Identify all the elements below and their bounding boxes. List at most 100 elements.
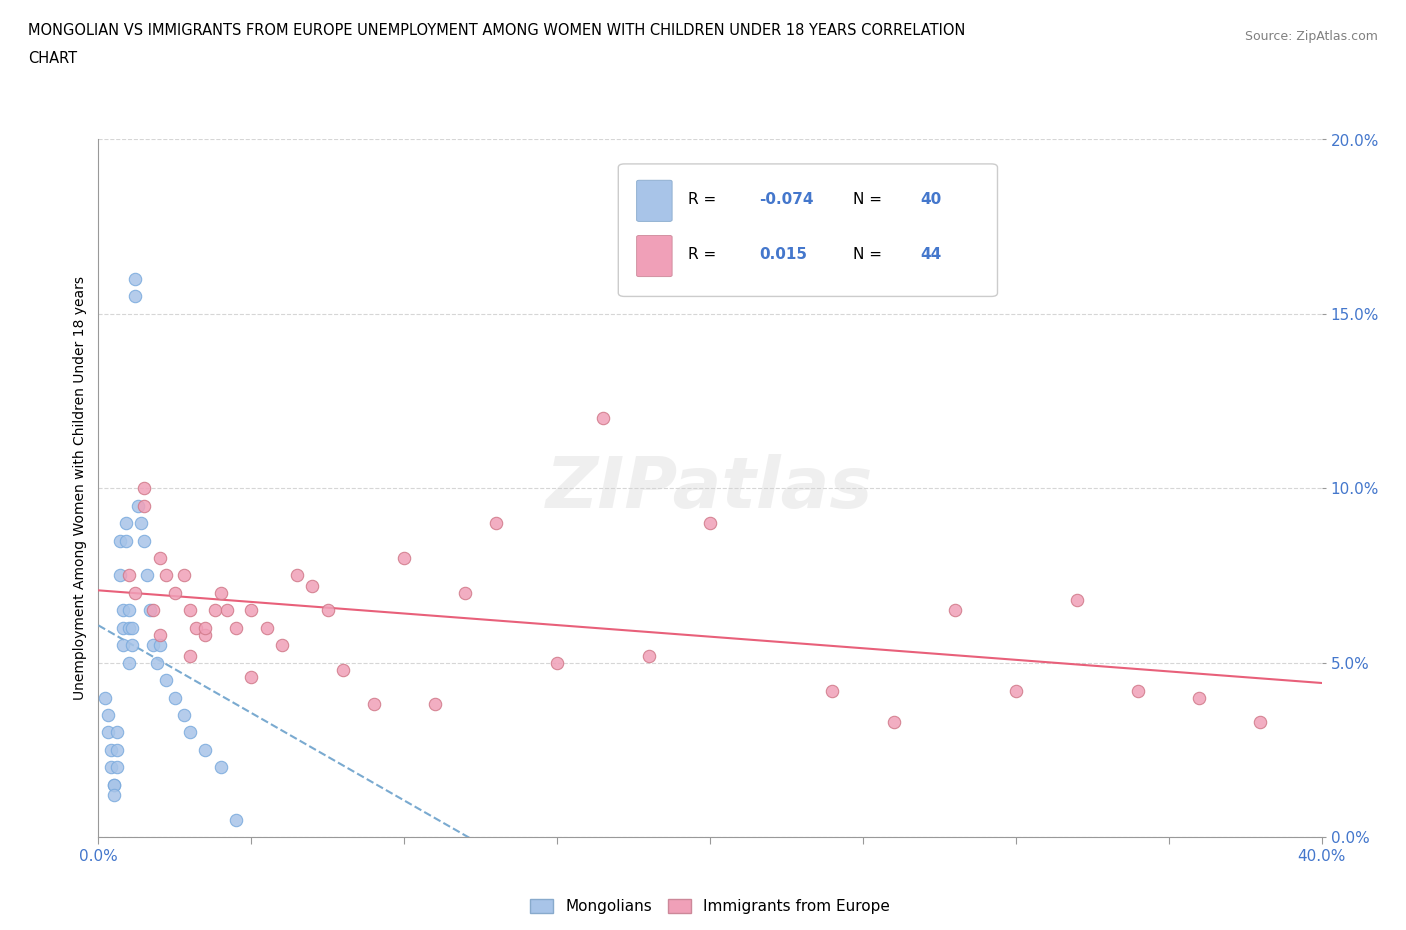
Point bbox=[1066, 592, 1088, 607]
Point bbox=[103, 777, 125, 792]
Point bbox=[225, 620, 247, 635]
Point bbox=[118, 568, 141, 583]
Point bbox=[240, 670, 263, 684]
Point bbox=[163, 586, 186, 601]
Point bbox=[1188, 690, 1211, 705]
Point bbox=[100, 760, 122, 775]
Point bbox=[943, 603, 966, 618]
Point bbox=[699, 515, 721, 530]
Point bbox=[136, 568, 159, 583]
Point bbox=[97, 725, 120, 740]
Point bbox=[108, 568, 131, 583]
Point bbox=[103, 788, 125, 803]
Point bbox=[100, 742, 122, 757]
Point bbox=[209, 586, 232, 601]
FancyBboxPatch shape bbox=[637, 235, 672, 276]
Point bbox=[173, 708, 195, 723]
Point bbox=[215, 603, 238, 618]
Point bbox=[186, 620, 208, 635]
Text: R =: R = bbox=[688, 192, 716, 206]
Point bbox=[363, 698, 385, 712]
Point bbox=[149, 551, 172, 565]
Point bbox=[105, 725, 128, 740]
Point bbox=[103, 777, 125, 792]
Point bbox=[194, 628, 217, 643]
Point bbox=[485, 515, 508, 530]
Point bbox=[285, 568, 308, 583]
Point bbox=[121, 620, 143, 635]
Point bbox=[194, 742, 217, 757]
Text: 0.015: 0.015 bbox=[759, 246, 807, 262]
Text: Source: ZipAtlas.com: Source: ZipAtlas.com bbox=[1244, 30, 1378, 43]
Point bbox=[142, 638, 165, 653]
Point bbox=[105, 742, 128, 757]
Point bbox=[1249, 714, 1271, 729]
Point bbox=[209, 760, 232, 775]
Text: 44: 44 bbox=[921, 246, 942, 262]
Y-axis label: Unemployment Among Women with Children Under 18 years: Unemployment Among Women with Children U… bbox=[73, 276, 87, 700]
Point bbox=[124, 272, 146, 286]
Point bbox=[115, 515, 138, 530]
Point bbox=[129, 515, 152, 530]
Point bbox=[105, 760, 128, 775]
Point bbox=[163, 690, 186, 705]
Point bbox=[256, 620, 278, 635]
FancyBboxPatch shape bbox=[637, 180, 672, 221]
Text: ZIPatlas: ZIPatlas bbox=[547, 454, 873, 523]
Point bbox=[392, 551, 416, 565]
Point bbox=[108, 533, 131, 548]
Point bbox=[225, 812, 247, 827]
Point bbox=[127, 498, 149, 513]
Legend: Mongolians, Immigrants from Europe: Mongolians, Immigrants from Europe bbox=[524, 893, 896, 920]
Text: N =: N = bbox=[853, 246, 882, 262]
Point bbox=[149, 638, 172, 653]
Point bbox=[121, 638, 143, 653]
Text: -0.074: -0.074 bbox=[759, 192, 814, 206]
Point bbox=[118, 620, 141, 635]
Point bbox=[134, 481, 156, 496]
Point bbox=[194, 620, 217, 635]
Point bbox=[332, 662, 354, 677]
Point bbox=[139, 603, 162, 618]
Point bbox=[1128, 683, 1150, 698]
Point bbox=[546, 655, 568, 670]
Point bbox=[118, 603, 141, 618]
Point bbox=[179, 725, 201, 740]
Point bbox=[111, 638, 134, 653]
Point bbox=[118, 655, 141, 670]
Point bbox=[179, 648, 201, 663]
Point bbox=[821, 683, 844, 698]
Text: R =: R = bbox=[688, 246, 716, 262]
Point bbox=[179, 603, 201, 618]
Text: MONGOLIAN VS IMMIGRANTS FROM EUROPE UNEMPLOYMENT AMONG WOMEN WITH CHILDREN UNDER: MONGOLIAN VS IMMIGRANTS FROM EUROPE UNEM… bbox=[28, 23, 966, 38]
Point bbox=[124, 586, 146, 601]
Point bbox=[423, 698, 446, 712]
Point bbox=[134, 498, 156, 513]
Point bbox=[115, 533, 138, 548]
Point bbox=[173, 568, 195, 583]
Point bbox=[592, 411, 614, 426]
Point bbox=[145, 655, 167, 670]
Point bbox=[149, 628, 172, 643]
Point bbox=[883, 714, 905, 729]
Point bbox=[204, 603, 226, 618]
Text: N =: N = bbox=[853, 192, 882, 206]
Point bbox=[454, 586, 477, 601]
Text: CHART: CHART bbox=[28, 51, 77, 66]
Point bbox=[637, 648, 661, 663]
Point bbox=[240, 603, 263, 618]
Point bbox=[1004, 683, 1026, 698]
FancyBboxPatch shape bbox=[619, 164, 997, 297]
Point bbox=[155, 568, 177, 583]
Point bbox=[301, 578, 323, 593]
Point bbox=[111, 603, 134, 618]
Point bbox=[316, 603, 339, 618]
Point bbox=[155, 672, 177, 687]
Point bbox=[97, 708, 120, 723]
Point bbox=[124, 289, 146, 304]
Point bbox=[111, 620, 134, 635]
Point bbox=[270, 638, 292, 653]
Point bbox=[134, 533, 156, 548]
Text: 40: 40 bbox=[921, 192, 942, 206]
Point bbox=[93, 690, 115, 705]
